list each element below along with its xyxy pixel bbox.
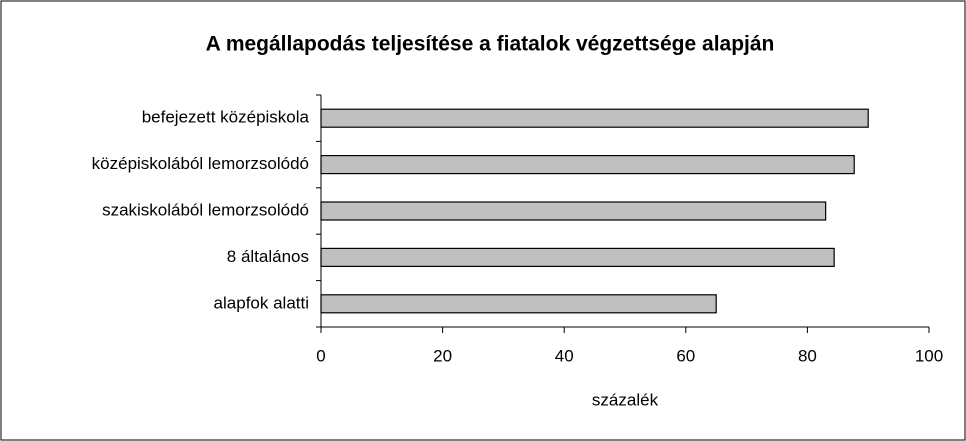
bar bbox=[320, 247, 835, 267]
bar bbox=[320, 201, 827, 221]
x-tick-label: 80 bbox=[798, 346, 817, 365]
x-axis-label: százalék bbox=[592, 390, 659, 409]
bar bbox=[320, 108, 869, 128]
y-tick-label: középiskolából lemorzsolódó bbox=[92, 154, 309, 173]
x-tick-label: 40 bbox=[555, 346, 574, 365]
chart-title: A megállapodás teljesítése a fiatalok vé… bbox=[206, 33, 775, 56]
x-tick-label: 100 bbox=[915, 346, 943, 365]
bar bbox=[320, 294, 717, 314]
y-tick-label: alapfok alatti bbox=[214, 293, 309, 312]
x-tick-label: 0 bbox=[316, 346, 325, 365]
y-tick-label: szakiskolából lemorzsolódó bbox=[102, 200, 309, 219]
bar bbox=[320, 155, 855, 175]
x-tick-label: 60 bbox=[676, 346, 695, 365]
y-tick-label: 8 általános bbox=[227, 247, 309, 266]
x-tick-label: 20 bbox=[433, 346, 452, 365]
y-tick-label: befejezett középiskola bbox=[142, 108, 310, 127]
